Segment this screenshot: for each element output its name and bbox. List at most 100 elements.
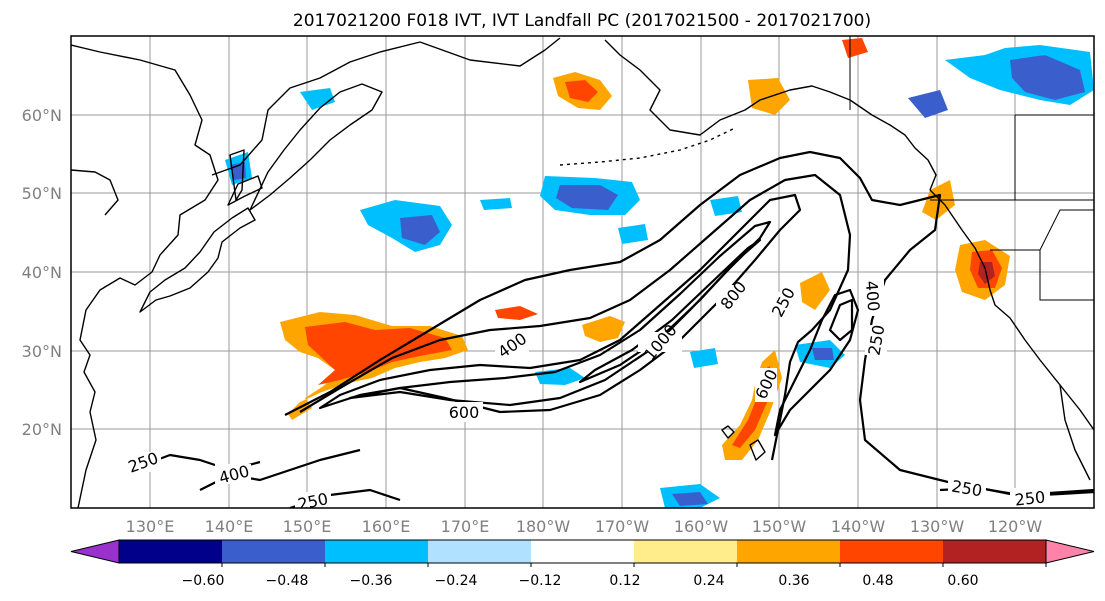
clab-bg [862,280,884,316]
lon-tick: 170°E [441,517,490,536]
lon-tick: 150°E [283,517,332,536]
neg-anomaly-small-2 [710,196,742,216]
clab-bg [716,285,750,305]
contour-400 [299,173,852,461]
lon-tick: 180°W [516,517,571,536]
lon-tick: 130°E [126,517,175,536]
lon-tick: 120°W [988,517,1043,536]
colorbar-segment [943,540,1047,563]
colorbar-tick-label: −0.12 [519,573,562,589]
ivt-contours [129,150,1094,508]
sakhalin [229,149,245,201]
lon-tick: 140°W [831,517,886,536]
lon-tick: 160°E [362,517,411,536]
colorbar-tick-label: 0.24 [693,573,724,589]
political-borders [849,36,1094,301]
contour-label: 600 [449,403,480,422]
colorbar-tick-label: 0.36 [778,573,809,589]
neg-anomaly-aleutian-core [556,185,618,210]
lon-tick: 130°W [910,517,965,536]
colorbar: −0.60 −0.48 −0.36 −0.24 −0.12 0.12 0.24 … [70,539,1095,589]
colorbar-tick-label: 0.60 [947,573,978,589]
contour-600 [318,193,802,414]
lon-tick: 150°W [752,517,807,536]
lon-tick-labels: 130°E 140°E 150°E 160°E 170°E 180°W 170°… [126,517,1043,536]
neg-anomaly-south-core [672,492,708,506]
colorbar-tick-label: 0.12 [609,573,640,589]
lat-tick: 40°N [22,263,62,282]
lat-tick: 30°N [22,342,62,361]
clab-bg [125,452,161,472]
colorbar-segments [70,539,1095,564]
border-us-states-1 [990,249,1094,301]
lat-tick-labels: 60°N 50°N 40°N 30°N 20°N [22,106,62,439]
colorbar-tick-label: −0.60 [182,573,225,589]
aleutian-chain [559,127,736,166]
okhotsk-coast [211,41,421,176]
colorbar-tick-label: −0.48 [266,573,309,589]
baja [1059,384,1091,481]
neg-anomaly-canada-core [1010,55,1085,100]
contour-label: 400 [862,280,884,312]
japan-honshu [139,207,256,313]
contour-600-east [773,288,860,437]
colorbar-extend-max [1045,539,1095,564]
japan-hokkaido [227,175,263,206]
neg-anomaly-small-1 [618,224,648,244]
contour-250-outer [284,150,1094,497]
clab-bg [638,332,682,352]
colorbar-segment [634,540,738,563]
colorbar-segment [428,540,532,563]
neg-anomaly-okhotsk [300,88,335,110]
clab-bg [755,368,777,402]
neg-anomaly-hawaii-n-core [812,348,834,360]
colorbar-tick-label: −0.24 [435,573,478,589]
pos-anomaly-small-2 [582,316,625,342]
contour-label: 250 [1014,487,1046,509]
hawaii-island [721,425,735,439]
lat-tick: 20°N [22,420,62,439]
lon-tick: 160°W [674,517,729,536]
map-panel: 250 400 600 800 1000 250 400 600 250 400 [70,35,1095,514]
colorbar-labels: −0.60 −0.48 −0.36 −0.24 −0.12 0.12 0.24 … [182,573,979,589]
lat-tick: 50°N [22,184,62,203]
border-us-states-2 [1039,209,1094,251]
clab-bg [495,335,529,355]
colorbar-segment [119,540,223,563]
map-title: 2017021200 F018 IVT, IVT Landfall PC (20… [293,11,871,31]
pos-anomaly-bering-core [565,80,598,102]
clab-bg [445,402,483,422]
map-frame [70,35,1095,509]
colorbar-tick-label: −0.36 [350,573,393,589]
kamchatka [249,83,383,211]
pos-anomaly-yukon [842,38,868,58]
colorbar-segment [531,540,635,563]
colorbar-segment [325,540,429,563]
clab-bg [215,464,251,484]
pos-anomaly-small-1 [495,306,538,320]
lon-tick: 170°W [595,517,650,536]
coastlines [71,37,1094,508]
clab-bg [948,478,986,498]
pos-anomaly-145w [800,272,830,310]
colorbar-tick-label: 0.48 [862,573,893,589]
colorbar-segment [222,540,326,563]
hawaii-big-island [749,439,766,461]
contour-800 [348,220,772,407]
colorbar-segment [840,540,944,563]
colorbar-ticks [221,563,1047,567]
neg-anomaly-bc [908,90,948,118]
lon-tick: 140°E [205,517,254,536]
chukotka-coast [419,37,561,67]
contour-label: 250 [296,489,330,514]
colorbar-segment [737,540,841,563]
clab-bg [1010,488,1050,508]
korea-coast [71,169,119,216]
colorbar-extend-min [70,539,120,564]
neg-anomaly-small-4 [480,198,512,210]
clab-bg [295,492,331,508]
contour-800-east [828,298,854,342]
lat-tick: 60°N [22,106,62,125]
clab-bg [770,292,796,312]
neg-anomaly-small-3 [690,348,718,368]
